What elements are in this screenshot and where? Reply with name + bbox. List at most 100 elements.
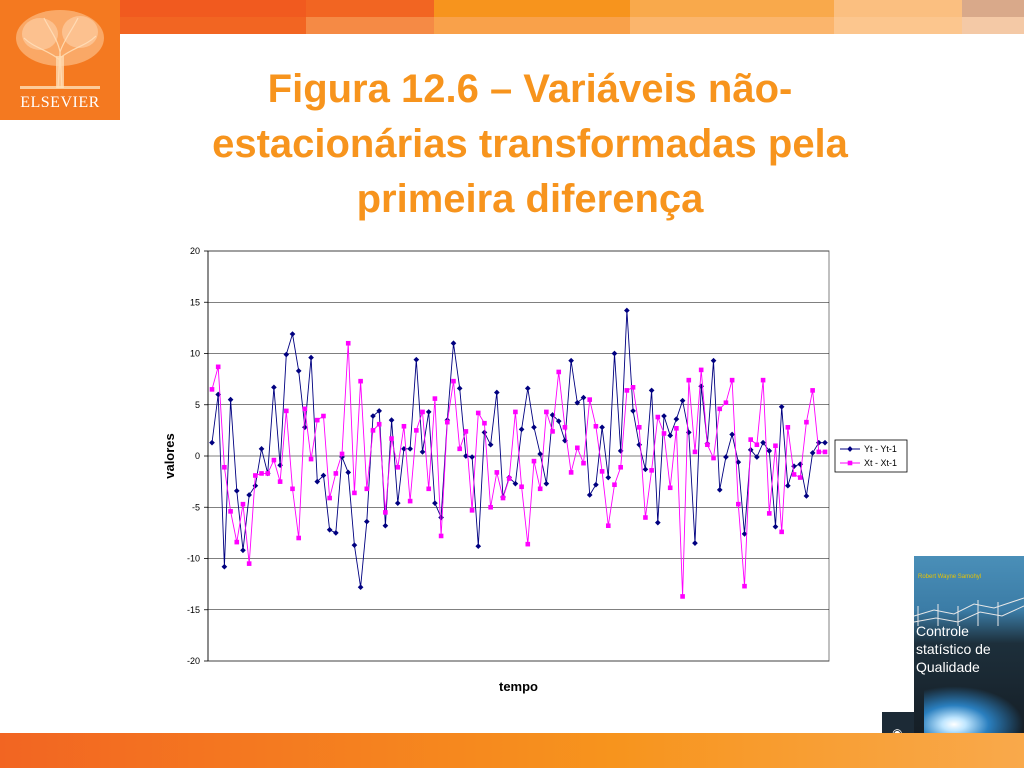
data-point	[233, 488, 240, 494]
data-point	[661, 431, 667, 436]
data-point	[419, 449, 426, 455]
data-point	[822, 449, 828, 455]
data-point	[352, 490, 357, 496]
data-point	[512, 480, 519, 487]
data-point	[487, 441, 494, 448]
data-point	[394, 500, 401, 506]
data-point	[605, 474, 612, 481]
data-point	[376, 421, 382, 427]
data-point	[599, 469, 605, 474]
data-point	[209, 387, 215, 392]
data-point	[562, 425, 568, 430]
data-point	[302, 424, 308, 431]
data-point	[290, 486, 295, 492]
data-point	[809, 450, 816, 456]
data-point	[469, 508, 475, 513]
y-tick-label: -20	[187, 656, 200, 666]
data-point	[222, 464, 227, 470]
data-point	[450, 340, 457, 347]
data-point	[333, 471, 339, 476]
data-point	[692, 449, 698, 455]
data-point	[234, 539, 240, 545]
y-tick-label: 0	[195, 451, 200, 461]
data-point	[655, 414, 661, 420]
top-band-lower	[120, 17, 1024, 34]
data-point	[469, 454, 475, 460]
data-point	[779, 529, 784, 535]
data-point	[500, 495, 506, 501]
data-point	[531, 424, 537, 431]
data-point	[742, 583, 747, 589]
data-point	[314, 478, 321, 485]
data-point	[513, 409, 518, 415]
data-point	[754, 442, 760, 448]
data-point	[537, 451, 544, 457]
data-point	[284, 408, 289, 414]
data-point	[420, 409, 425, 415]
series-2	[209, 340, 828, 599]
data-point	[624, 307, 630, 314]
data-point	[401, 423, 407, 429]
data-point	[574, 399, 581, 406]
data-point	[531, 458, 537, 464]
data-point	[710, 357, 717, 364]
data-point	[550, 429, 555, 434]
data-point	[729, 377, 735, 383]
series-line	[211, 310, 825, 588]
data-point	[760, 439, 766, 446]
data-point	[333, 530, 339, 536]
data-point	[748, 437, 753, 442]
data-point	[667, 485, 673, 491]
data-point	[519, 484, 524, 490]
data-point	[673, 416, 680, 422]
data-point	[649, 468, 654, 473]
data-point	[456, 385, 463, 392]
data-point	[363, 518, 370, 525]
data-point	[705, 442, 710, 448]
data-point	[525, 541, 531, 547]
data-point	[581, 460, 586, 466]
data-point	[741, 531, 748, 537]
data-point	[289, 331, 296, 337]
data-point	[785, 482, 791, 489]
data-point	[803, 493, 810, 499]
data-point	[246, 492, 252, 498]
data-point	[277, 479, 283, 484]
data-point	[643, 515, 648, 520]
y-axis-label: valores	[162, 433, 177, 479]
data-point	[463, 429, 469, 434]
data-point	[432, 500, 438, 506]
data-point	[413, 356, 420, 363]
data-point	[326, 526, 333, 533]
data-point	[822, 439, 828, 446]
data-point	[432, 396, 438, 401]
data-point	[382, 522, 389, 529]
data-point	[320, 472, 327, 479]
data-point	[654, 519, 661, 526]
data-point	[544, 409, 549, 415]
data-point	[760, 377, 766, 383]
data-point	[754, 454, 760, 460]
data-point	[296, 535, 301, 541]
y-tick-label: 15	[190, 297, 200, 307]
data-point	[351, 542, 358, 549]
data-point	[414, 428, 419, 433]
data-point	[524, 385, 531, 392]
data-point	[259, 471, 264, 476]
data-point	[295, 368, 302, 374]
data-point	[364, 486, 370, 492]
data-point	[271, 384, 277, 391]
data-point	[258, 445, 265, 452]
y-tick-label: -5	[192, 502, 200, 512]
data-point	[494, 470, 500, 475]
data-point	[648, 387, 655, 394]
legend-marker	[847, 460, 853, 466]
data-point	[680, 594, 685, 599]
data-point	[271, 457, 277, 463]
data-point	[395, 464, 401, 470]
data-point	[537, 486, 543, 492]
data-point	[642, 466, 649, 473]
data-point	[785, 425, 791, 430]
data-point	[227, 396, 234, 403]
data-point	[543, 480, 550, 487]
